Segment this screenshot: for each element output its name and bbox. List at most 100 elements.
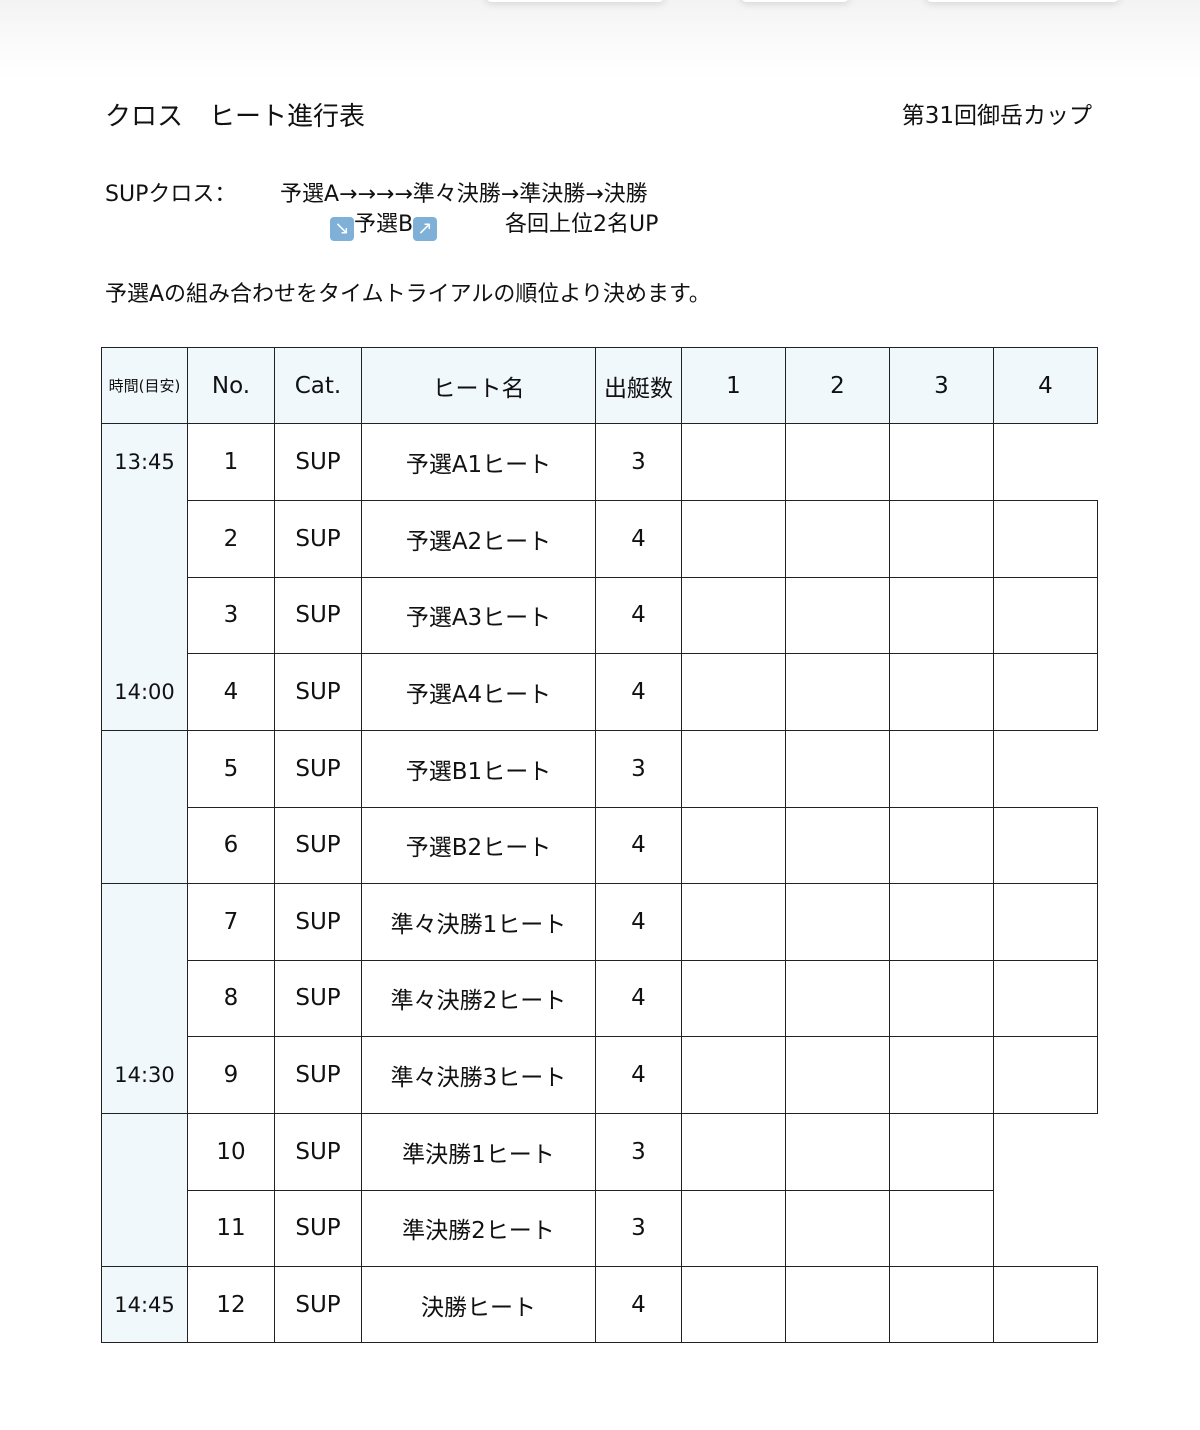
place-3-cell[interactable] (889, 730, 994, 808)
place-1-cell[interactable] (681, 1113, 786, 1191)
time-top (141, 1269, 148, 1293)
table-row: 14:30 7 SUP 準々決勝1ヒート 4 (101, 883, 1098, 1114)
place-3-cell[interactable] (889, 423, 994, 501)
place-4-cell (993, 730, 1098, 807)
time-bottom (141, 1317, 148, 1341)
place-2-cell[interactable] (785, 653, 890, 731)
time-cell (101, 1113, 188, 1267)
place-3-cell[interactable] (889, 576, 994, 655)
place-1-cell[interactable] (681, 1036, 786, 1114)
table-row: 5 SUP 予選B1ヒート 3 (101, 730, 1098, 884)
heat-number: 10 (187, 1113, 275, 1191)
top-shade (0, 0, 1200, 80)
place-2-cell[interactable] (785, 959, 890, 1038)
place-1-cell[interactable] (681, 959, 786, 1038)
category: SUP (274, 576, 362, 655)
place-4-cell[interactable] (993, 806, 1098, 884)
place-4-cell (993, 1190, 1098, 1267)
place-2-cell[interactable] (785, 1113, 890, 1191)
heat-table: 時間(目安) No. Cat. ヒート名 出艇数 1 2 3 4 13:45 14:00 1 SUP 予… (101, 347, 1098, 1343)
boat-count: 4 (595, 1266, 682, 1343)
time-top (141, 757, 148, 781)
header-cat: Cat. (274, 347, 362, 424)
place-1-cell[interactable] (681, 1266, 786, 1343)
flow-sub-text: 予選B (354, 212, 414, 237)
boat-count: 4 (595, 499, 682, 578)
time-bottom (141, 1216, 148, 1240)
time-bottom (141, 833, 148, 857)
place-2-cell[interactable] (785, 499, 890, 578)
header-count: 出艇数 (595, 347, 682, 424)
boat-count: 3 (595, 1189, 682, 1267)
place-3-cell[interactable] (889, 653, 994, 731)
heat-name: 決勝ヒート (361, 1266, 596, 1343)
flow-sub: ↘ 予選B ↗ (330, 206, 438, 241)
place-1-cell[interactable] (681, 423, 786, 501)
top-tab (740, 0, 850, 2)
category: SUP (274, 1036, 362, 1114)
top-tab (485, 0, 665, 2)
place-1-cell[interactable] (681, 499, 786, 578)
table-row: 3 SUP 予選A3ヒート 4 (102, 576, 1098, 655)
heat-name: 予選A4ヒート (361, 653, 596, 731)
heat-number: 7 (187, 883, 275, 961)
heat-name: 予選A1ヒート (361, 423, 596, 501)
category: SUP (274, 1189, 362, 1267)
place-4-cell[interactable] (993, 576, 1098, 655)
place-3-cell[interactable] (889, 959, 994, 1038)
header-place-4: 4 (993, 347, 1098, 424)
place-3-cell[interactable] (889, 806, 994, 884)
header-row: 時間(目安) No. Cat. ヒート名 出艇数 1 2 3 4 (101, 347, 1098, 424)
place-3-cell[interactable] (889, 1036, 994, 1114)
heat-number: 4 (187, 653, 275, 731)
place-4-cell[interactable] (993, 959, 1098, 1038)
place-1-cell[interactable] (681, 1189, 786, 1267)
place-3-cell[interactable] (889, 883, 994, 961)
place-4-cell[interactable] (993, 883, 1098, 961)
category: SUP (274, 499, 362, 578)
heat-number: 9 (187, 1036, 275, 1114)
place-2-cell[interactable] (785, 730, 890, 808)
time-cell: 14:30 (101, 883, 188, 1114)
place-3-cell[interactable] (889, 1189, 994, 1267)
category: SUP (274, 806, 362, 884)
top-tab (925, 0, 1120, 2)
category: SUP (274, 1113, 362, 1191)
heat-number: 2 (187, 499, 275, 578)
place-2-cell[interactable] (785, 1189, 890, 1267)
place-4-cell[interactable] (993, 653, 1098, 731)
place-1-cell[interactable] (681, 576, 786, 655)
heat-number: 1 (187, 423, 275, 501)
heat-name: 準々決勝2ヒート (361, 959, 596, 1038)
flow-main: 予選A→→→→準々決勝→準決勝→決勝 (280, 182, 648, 207)
place-2-cell[interactable] (785, 1266, 890, 1343)
heat-name: 予選A3ヒート (361, 576, 596, 655)
table-row: 13:45 14:00 1 SUP 予選A1ヒート 3 (101, 423, 1098, 731)
category: SUP (274, 423, 362, 501)
boat-count: 3 (595, 1113, 682, 1191)
flow-note: 各回上位2名UP (505, 212, 659, 237)
place-4-cell[interactable] (993, 1036, 1098, 1114)
place-4-cell[interactable] (993, 499, 1098, 578)
place-2-cell[interactable] (785, 576, 890, 655)
place-3-cell[interactable] (889, 1113, 994, 1191)
place-3-cell[interactable] (889, 1266, 994, 1343)
place-4-cell[interactable] (993, 1266, 1098, 1343)
place-3-cell[interactable] (889, 499, 994, 578)
place-2-cell[interactable] (785, 883, 890, 961)
flow-label: SUPクロス： (105, 182, 237, 207)
boat-count: 4 (595, 883, 682, 961)
heat-name: 準決勝1ヒート (361, 1113, 596, 1191)
place-1-cell[interactable] (681, 806, 786, 884)
place-2-cell[interactable] (785, 423, 890, 501)
place-2-cell[interactable] (785, 806, 890, 884)
place-1-cell[interactable] (681, 883, 786, 961)
category: SUP (274, 653, 362, 731)
place-1-cell[interactable] (681, 730, 786, 808)
time-top (141, 910, 148, 934)
place-1-cell[interactable] (681, 653, 786, 731)
heat-number: 12 (187, 1266, 275, 1343)
table-row: 14:45 12 SUP 決勝ヒート 4 (101, 1266, 1098, 1343)
time-cell (101, 730, 188, 884)
place-2-cell[interactable] (785, 1036, 890, 1114)
